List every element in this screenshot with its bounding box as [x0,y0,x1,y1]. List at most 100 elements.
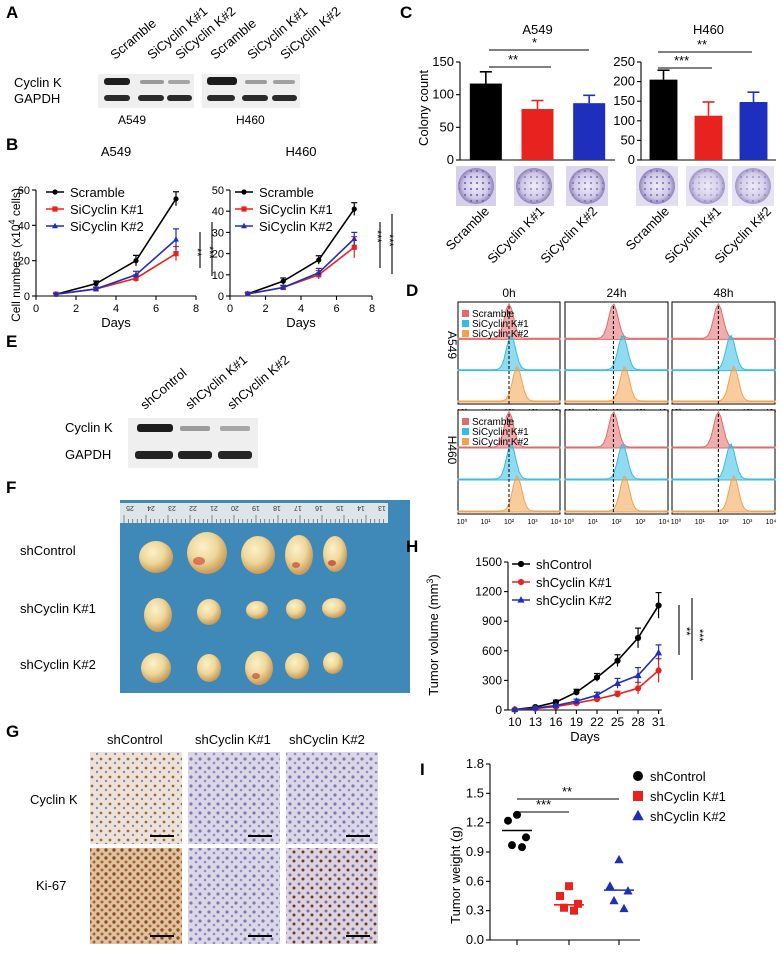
col-label-g-sh1: shCyclin K#1 [195,732,271,747]
data-point [565,882,573,891]
legend-label: shCyclin K#2 [536,593,612,608]
x-tick-label: 13 [529,715,543,729]
ruler-number: 22 [189,504,197,511]
lane-label-e-shcontrol: shControl [137,365,189,412]
legend-label: shControl [650,769,706,784]
legend-marker [517,596,525,603]
panel-label-d: D [406,281,418,300]
ihc-ki67-sh1 [188,848,280,944]
data-point [593,674,601,681]
panel-b-ylabel-sup: 4 [7,219,17,224]
flow-histogram [564,411,669,449]
xlabel-c-a549-si2: SiCyclin K#2 [537,204,600,267]
legend-label: shCyclin K#1 [650,789,726,804]
data-point [556,892,564,900]
legend-label: SiCyclin K#2 [70,219,144,234]
panel-label-c: C [400,3,412,22]
col-label-g-shcontrol: shControl [107,732,163,747]
panel-label-h: H [406,537,418,556]
flow-histogram [564,335,669,372]
y-tick-label: 50 [621,132,635,147]
ruler-number: 18 [273,504,281,511]
data-point [508,841,516,850]
y-tick-label: 20 [18,256,30,268]
legend-label: SiCyclin K#1 [70,202,144,217]
x-tick-label: 2 [262,303,268,315]
x-tick-label: 6 [153,303,159,315]
y-tick-label: 300 [482,673,502,687]
time-label-48h: 48h [713,286,733,300]
panel-a-lane-labels: Scramble SiCyclin K#1 SiCyclin K#2 Scram… [107,3,343,62]
panel-label-f: F [6,478,16,497]
data-point [605,881,615,890]
sig-b-a549-1: ** [191,248,203,257]
ruler-number: 25 [126,504,134,511]
data-point [351,235,358,241]
ruler-number: 17 [294,504,302,511]
legend-label: Scramble [472,417,515,428]
protein-label-gapdh-e: GAPDH [65,447,111,462]
x-tick-label: 10⁴ [551,519,562,526]
panel-h-ylabel: Tumor volume (mm3) [425,574,441,696]
sig-b-h460-1: *** [371,230,383,244]
y-tick-label: 0 [495,703,502,717]
ruler-number: 24 [147,504,155,511]
colony-dishes [456,166,774,206]
x-tick-label: 6 [333,303,339,315]
ruler-number: 16 [315,504,323,511]
panel-h-ylabel-main: Tumor volume (mm [426,584,441,696]
flow-histogram [671,302,776,340]
legend-swatch [462,428,469,435]
data-point [613,679,622,686]
ruler-number: 13 [378,504,386,511]
data-point [655,667,662,674]
panel-i-ylabel: Tumor weight (g) [448,826,463,924]
western-blot-e [128,418,258,468]
row-label-d-h460: H460 [445,436,459,465]
ruler-number: 20 [231,504,239,511]
chart-b-a549: 0 20 40 60 0 2 4 6 8 Days A549 Scramble SiCyclin K#1… [18,144,199,330]
x-tick-label: 4 [298,303,304,315]
x-tick-label: 8 [369,303,375,315]
legend-marker [241,206,247,212]
data-point [573,689,580,696]
cell-line-label-a549: A549 [118,113,146,127]
tumors-shcyclin-k1 [144,598,346,632]
legend-label: SiCyclin K#1 [259,202,333,217]
flow-histogram [564,475,669,513]
legend-marker [241,222,247,229]
sig-c-h460-2: ** [697,37,707,52]
panel-b-significance: ** *** *** *** [191,214,395,276]
y-tick-label: 150 [432,54,454,69]
chart-i-tumor-weight: 0.0 0.3 0.6 0.9 1.2 1.5 1.8 shControl shCyclin K… [466,756,726,947]
data-point [614,854,624,864]
data-point [280,284,287,290]
data-point [351,244,357,250]
data-point [173,236,179,242]
ruler-number: 23 [168,504,176,511]
col-label-g-sh2: shCyclin K#2 [289,732,365,747]
flow-plot-frame [671,301,776,405]
data-point [570,906,578,915]
flow-histogram [671,334,776,372]
row-label-d-a549: A549 [445,331,459,359]
y-tick-label: 1500 [475,555,502,569]
y-tick-label: 0.3 [466,903,484,918]
data-point [93,285,99,292]
y-tick-label: 200 [613,74,635,89]
y-tick-label: 900 [482,614,502,628]
data-point [316,257,322,263]
y-tick-label: 40 [212,206,224,218]
legend-swatch [462,320,469,327]
legend-label: SiCyclin K#2 [259,219,333,234]
x-tick-label: 10² [504,519,515,526]
y-tick-label: 0.0 [466,932,484,947]
panel-h-significance: ** *** [678,598,705,680]
y-tick-label: 1.2 [466,815,484,830]
flow-histogram [564,444,669,481]
tumors-shcyclin-k2 [141,651,343,685]
bar-sicyclin-k-1 [694,115,723,160]
legend-label: Scramble [472,309,515,320]
chart-c-a549: 0 50 100 150 A549 [432,22,615,167]
